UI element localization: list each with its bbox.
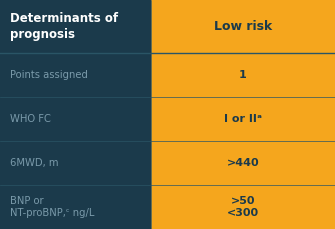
Text: I or IIᵃ: I or IIᵃ [224,114,262,124]
Bar [0,185,151,229]
Text: Points assigned: Points assigned [10,70,88,80]
Bar [151,141,335,185]
Bar [0,53,151,97]
Text: 6MWD, m: 6MWD, m [10,158,59,168]
Bar [0,0,151,53]
Bar [0,97,151,141]
Bar [151,53,335,97]
Bar [0,141,151,185]
Text: Low risk: Low risk [214,20,272,33]
Text: >50
<300: >50 <300 [227,196,259,218]
Bar [151,185,335,229]
Text: Determinants of
prognosis: Determinants of prognosis [10,12,118,41]
Text: 1: 1 [239,70,247,80]
Text: BNP or
NT-proBNP,ᶜ ng/L: BNP or NT-proBNP,ᶜ ng/L [10,196,94,218]
Bar [151,0,335,53]
Text: >440: >440 [226,158,259,168]
Text: WHO FC: WHO FC [10,114,51,124]
Bar [151,97,335,141]
